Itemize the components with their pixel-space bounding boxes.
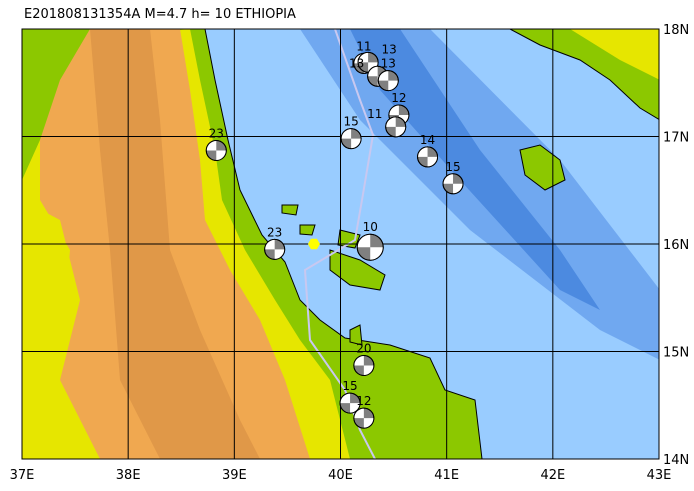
arabian-upland: [570, 29, 659, 80]
focal-mechanism-beachball-icon: [417, 146, 439, 168]
hexagon-epicenter-icon: [307, 238, 320, 250]
beachball-dilatation: [353, 355, 374, 376]
lon-tick-label: 40E: [328, 468, 353, 483]
lon-tick-label: 41E: [434, 468, 459, 483]
lon-tick-label: 39E: [222, 468, 247, 483]
western-plateau: [22, 200, 80, 400]
beachball-dilatation: [357, 234, 384, 261]
island: [281, 204, 299, 216]
sea-axial-trough: [350, 29, 600, 310]
beachballs: [205, 51, 464, 429]
event-depth-label: 12: [391, 91, 406, 105]
lon-tick-label: 42E: [540, 468, 565, 483]
beachball-dilatation: [206, 140, 227, 161]
beachball-outline: [353, 354, 375, 376]
focal-mechanism-beachball-icon: [377, 70, 399, 92]
beachball-dilatation: [385, 116, 406, 137]
focal-mechanism-beachball-icon: [442, 173, 464, 195]
focal-mechanism-beachball-icon: [385, 116, 407, 138]
beachball-outline: [385, 116, 407, 138]
focal-mechanism-beachball-icon: [353, 354, 375, 376]
lat-tick-label: 16N: [663, 238, 689, 253]
beachball-outline: [353, 407, 375, 429]
focal-mechanism-beachball-icon: [205, 139, 227, 161]
event-depth-label: 13: [349, 56, 364, 70]
lon-tick-label: 43E: [647, 468, 672, 483]
island: [299, 224, 316, 236]
event-depth-label: 14: [420, 133, 435, 147]
event-depth-label: 15: [342, 379, 357, 393]
focal-mechanism-beachball-icon: [353, 407, 375, 429]
event-depth-label: 11: [356, 39, 371, 53]
beachball-dilatation: [340, 393, 361, 414]
event-depth-label: 12: [356, 394, 371, 408]
event-depth-label: 15: [445, 160, 460, 174]
beachball-outline: [442, 173, 464, 195]
map-frame: [21, 28, 660, 460]
beachball-outline: [377, 70, 399, 92]
lon-tick-label: 38E: [116, 468, 141, 483]
lat-tick-label: 17N: [663, 131, 689, 146]
focal-mechanism-beachball-icon: [264, 238, 286, 260]
beachball-dilatation: [341, 128, 362, 149]
lat-tick-label: 15N: [663, 346, 689, 361]
event-depth-label: 20: [356, 341, 371, 355]
event-depth-label: 13: [381, 57, 396, 71]
lon-tick-label: 37E: [10, 468, 35, 483]
beachball-dilatation: [443, 173, 464, 194]
focal-mechanism-beachball-icon: [339, 392, 361, 414]
beachball-dilatation: [264, 239, 285, 260]
beachball-dilatation: [353, 408, 374, 429]
map-title: E201808131354A M=4.7 h= 10 ETHIOPIA: [24, 7, 296, 22]
focal-mechanism-beachball-icon: [340, 128, 362, 150]
beachball-outline: [356, 233, 384, 261]
island: [349, 324, 363, 346]
event-depth-label: 10: [363, 220, 378, 234]
event-depth-label: 15: [343, 115, 358, 129]
island: [329, 249, 386, 291]
lat-tick-label: 14N: [663, 453, 689, 468]
event-depth-label: 11: [367, 107, 382, 121]
beachball-dilatation: [417, 146, 438, 167]
event-depth-label: 23: [267, 225, 282, 239]
beachball-outline: [205, 139, 227, 161]
beachball-dilatation: [378, 70, 399, 91]
beachball-outline: [264, 238, 286, 260]
western-lowland: [22, 29, 90, 180]
island: [519, 144, 566, 191]
beachball-outline: [339, 392, 361, 414]
lat-tick-label: 18N: [663, 23, 689, 38]
focal-mechanism-beachball-icon: [356, 233, 384, 261]
beachball-outline: [417, 146, 439, 168]
beachball-dilatation: [388, 105, 409, 125]
beachball-outline: [340, 128, 362, 150]
event-depth-label: 23: [209, 126, 224, 140]
event-depth-label: 13: [381, 42, 396, 56]
